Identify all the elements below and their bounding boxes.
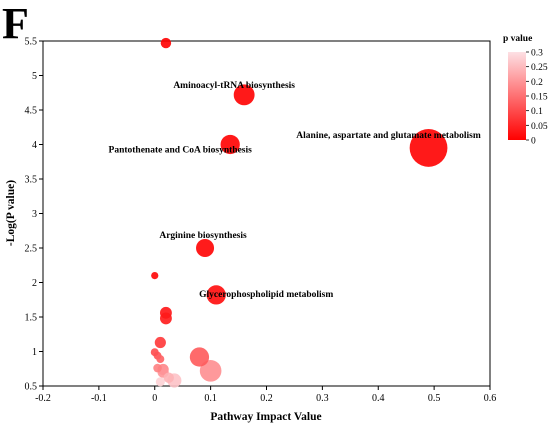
y-tick-label: 4.5	[25, 106, 38, 117]
pathway-label: Glycerophospholipid metabolism	[199, 290, 333, 300]
y-tick-label: 3.5	[25, 175, 38, 186]
x-axis-title: Pathway Impact Value	[210, 411, 321, 423]
x-axis: -0.2 -0.1 0 0.1 0.2 0.3 0.4 0.5 0.6	[35, 386, 496, 404]
pathway-point[interactable]	[233, 84, 255, 106]
pathway-point[interactable]	[163, 372, 174, 383]
pathway-point[interactable]	[409, 129, 448, 167]
pathway-point[interactable]	[199, 360, 222, 382]
y-tick-label: 2.5	[25, 244, 38, 255]
pathway-point[interactable]	[154, 336, 166, 349]
plot-area	[42, 40, 491, 387]
pathway-label: Arginine biosynthesis	[159, 231, 247, 241]
pathway-point[interactable]	[206, 285, 226, 305]
colorbar-tick-label: 0.25	[531, 63, 548, 73]
pathway-point[interactable]	[153, 363, 162, 373]
pathway-label: Pantothenate and CoA biosynthesis	[109, 146, 253, 156]
y-axis: 0.5 1 1.5 2 2.5 3 3.5 4 4.5 5 5.5	[25, 37, 43, 393]
colorbar-title: p value	[503, 34, 532, 44]
colorbar-tick-label: 0	[531, 137, 536, 147]
y-tick-label: 4	[32, 140, 37, 151]
y-tick-label: 1.5	[25, 313, 38, 324]
x-tick-label: -0.2	[35, 393, 51, 404]
pathway-labels: Aminoacyl-tRNA biosynthesis Pantothenate …	[109, 81, 481, 300]
pathway-point[interactable]	[156, 355, 165, 364]
y-tick-label: 1	[32, 347, 37, 358]
x-tick-label: 0.2	[260, 393, 273, 404]
pathway-point[interactable]	[160, 37, 172, 49]
colorbar-tick-label: 0.1	[531, 107, 543, 117]
colorbar-gradient	[508, 52, 526, 140]
x-tick-label: 0.5	[428, 393, 441, 404]
y-tick-label: 0.5	[25, 382, 38, 393]
x-tick-label: 0.4	[372, 393, 385, 404]
pathway-point[interactable]	[155, 377, 165, 387]
pathway-point[interactable]	[220, 134, 240, 155]
data-points	[150, 37, 448, 388]
pathway-label: Alanine, aspartate and glutamate metabol…	[296, 131, 481, 141]
y-tick-label: 3	[32, 209, 37, 220]
x-tick-label: 0.1	[204, 393, 217, 404]
x-tick-label: 0.6	[484, 393, 497, 404]
y-tick-label: 5	[32, 71, 37, 82]
pathway-point[interactable]	[159, 312, 172, 325]
pathway-point[interactable]	[196, 238, 215, 258]
colorbar-tick-label: 0.05	[531, 122, 548, 132]
y-tick-label: 5.5	[25, 37, 38, 48]
panel-label: F	[2, 0, 29, 48]
pathway-label: Aminoacyl-tRNA biosynthesis	[173, 81, 295, 91]
y-axis-title: -Log(P value)	[5, 180, 17, 246]
x-tick-label: 0	[152, 393, 157, 404]
y-tick-label: 2	[32, 278, 37, 289]
pathway-point[interactable]	[189, 347, 210, 367]
colorbar-tick-label: 0.15	[531, 93, 548, 103]
x-tick-label: -0.1	[91, 393, 107, 404]
pathway-point[interactable]	[151, 271, 159, 280]
p-value-colorbar: p value 0 0.05 0.1 0.15 0.2 0.25 0.3	[503, 34, 548, 147]
colorbar-ticks: 0 0.05 0.1 0.15 0.2 0.25 0.3	[526, 49, 548, 147]
colorbar-tick-label: 0.2	[531, 78, 543, 88]
colorbar-tick-label: 0.3	[531, 49, 543, 59]
x-tick-label: 0.3	[316, 393, 329, 404]
